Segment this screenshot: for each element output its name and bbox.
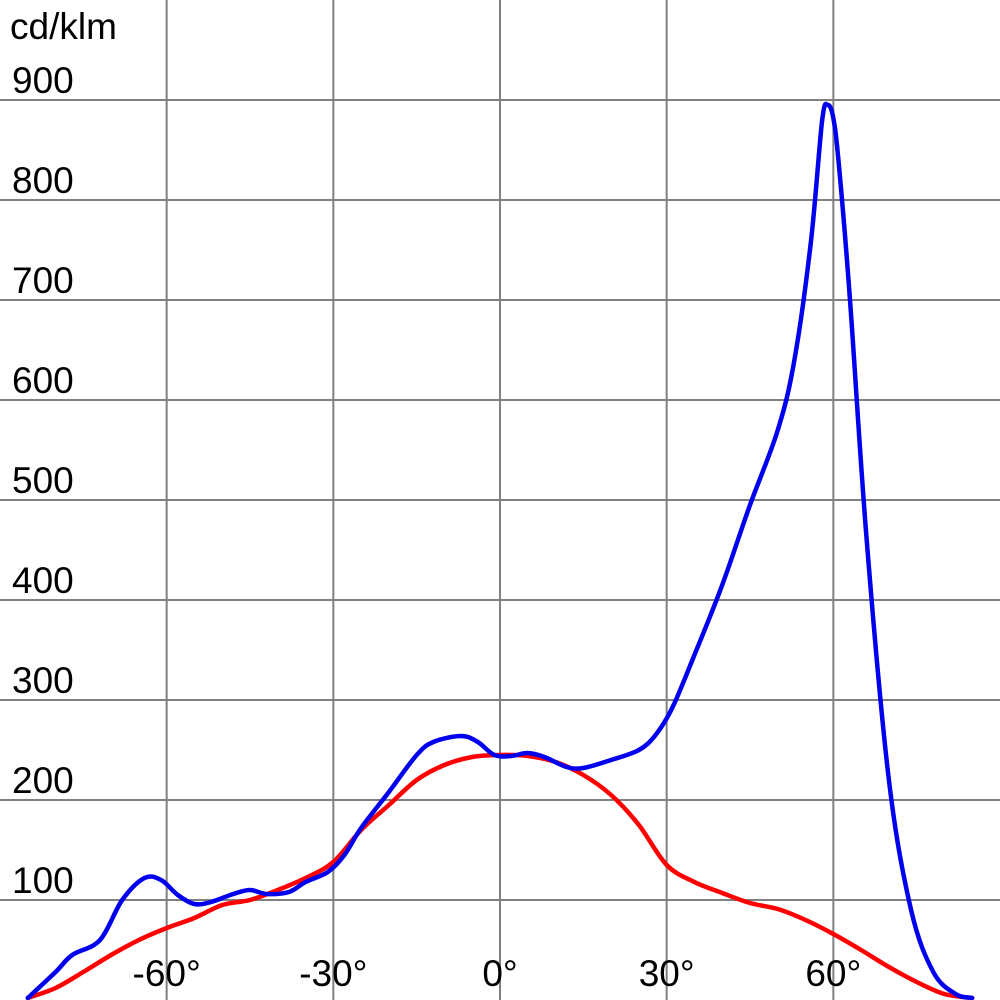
y-tick-label: 300 (12, 660, 74, 701)
y-tick-label: 700 (12, 260, 74, 301)
x-tick-label: -60° (133, 953, 201, 994)
y-tick-label: 200 (12, 760, 74, 801)
y-tick-label: 400 (12, 560, 74, 601)
series-lines (25, 101, 975, 1000)
y-tick-label: 100 (12, 860, 74, 901)
tick-labels: cd/klm 100 200 300 400 500 600 700 800 900 -60° -3… (10, 6, 861, 994)
y-tick-label: 500 (12, 460, 74, 501)
series-line-blue (25, 101, 975, 1000)
y-axis-unit-label: cd/klm (10, 6, 117, 47)
y-tick-label: 800 (12, 160, 74, 201)
x-tick-label: 0° (482, 953, 517, 994)
x-tick-label: 30° (639, 953, 695, 994)
y-tick-label: 600 (12, 360, 74, 401)
y-tick-label: 900 (12, 60, 74, 101)
x-tick-label: 60° (805, 953, 861, 994)
x-tick-label: -30° (299, 953, 367, 994)
